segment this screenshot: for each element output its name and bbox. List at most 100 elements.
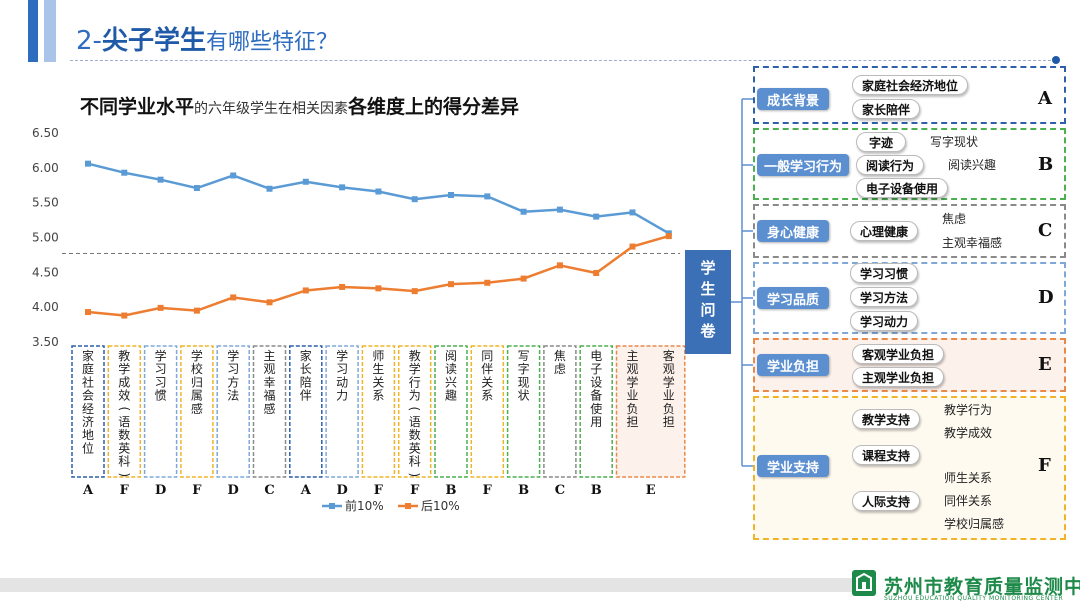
title-divider (70, 60, 1056, 61)
category-label-char: 力 (336, 389, 348, 403)
org-logo-icon (852, 570, 876, 596)
y-tick-label: 5.00 (32, 231, 59, 245)
category-label-char: 教 (118, 348, 130, 363)
category-label-char: 科 (118, 455, 130, 469)
category-label-char: 幸 (263, 375, 275, 389)
category-label-char: 习 (155, 375, 167, 389)
category-label-char: 数 (409, 427, 421, 442)
category-box (615, 345, 686, 478)
chart-title: 不同学业水平的六年级学生在相关因素各维度上的得分差异 (80, 92, 519, 119)
series-point (121, 312, 128, 319)
group-letter-label: F (120, 483, 130, 498)
main-node: 一般学习行为 (757, 154, 849, 176)
sub-node: 学习方法 (850, 287, 918, 307)
series-point (484, 279, 491, 286)
category-label-char: 关 (481, 375, 493, 389)
series-point (157, 304, 164, 311)
category-label-char: ( (117, 406, 131, 411)
category-label-char: 担 (663, 415, 675, 429)
title-accent-bar-light (44, 0, 56, 62)
category-label-char: 惯 (155, 388, 167, 403)
category-label-char: 子 (590, 362, 602, 376)
series-point (266, 299, 273, 306)
category-label-char: 关 (372, 375, 384, 389)
series-point (339, 184, 346, 191)
group-letter-label: F (483, 483, 493, 498)
category-label-char: 科 (409, 455, 421, 469)
category-label-char: 语 (409, 415, 421, 429)
series-point (339, 283, 346, 290)
category-box (71, 345, 105, 478)
category-label-char: 方 (227, 374, 239, 389)
sub-node: 学习习惯 (850, 263, 918, 283)
category-label-char: 教 (409, 348, 421, 363)
category-label-char: 习 (336, 362, 348, 376)
category-label-char: 担 (626, 415, 638, 429)
category-label-char: 习 (227, 362, 239, 376)
series-point (629, 243, 636, 250)
category-label-char: 学 (626, 374, 638, 389)
category-label-char: 观 (263, 362, 275, 376)
sub-node: 阅读行为 (856, 155, 924, 175)
category-label-char: 属 (191, 389, 203, 403)
series-point (302, 178, 309, 185)
leaf-node: 焦虑 (942, 212, 967, 226)
series-point (520, 208, 527, 215)
y-tick-label: 4.50 (32, 265, 59, 279)
series-point (85, 160, 91, 167)
category-label-char: 读 (445, 362, 457, 376)
category-label-char: 字 (518, 361, 530, 376)
category-label-char: 虑 (554, 362, 566, 376)
category-label-char: 备 (590, 389, 602, 403)
category-box (397, 345, 432, 478)
page-title-rest: 有哪些特征？ (205, 30, 338, 55)
category-label-char: 写 (518, 349, 530, 363)
chart-title-part1: 不同学业水平 (80, 96, 195, 118)
page-title-strong: 尖子学生 (101, 26, 206, 56)
series-point (302, 287, 309, 294)
category-label-char: 社 (82, 374, 94, 389)
sub-node: 课程支持 (852, 445, 920, 465)
series-point (230, 294, 237, 301)
main-node: 学习品质 (757, 287, 829, 309)
category-label-char: 主 (263, 349, 275, 363)
category-label-char: ) (408, 472, 422, 477)
category-label-char: 校 (191, 361, 203, 376)
title-divider-dot (1052, 56, 1060, 64)
category-label-char: 位 (82, 440, 94, 455)
category-box (434, 345, 468, 478)
group-letter-label: F (192, 483, 202, 498)
group-letter: B (1038, 154, 1054, 175)
category-label-char: 成 (118, 375, 130, 389)
category-box (543, 345, 577, 478)
y-tick-label: 6.50 (32, 126, 59, 140)
category-box (506, 345, 541, 478)
category-label-char: 师 (372, 349, 384, 363)
group-letter-label: B (591, 483, 602, 498)
footer-bar (0, 578, 860, 592)
category-label-char: 英 (409, 441, 421, 455)
series-point (593, 213, 600, 220)
group-letter: C (1038, 220, 1053, 241)
category-label-char: 学 (191, 348, 203, 363)
chart-title-part3: 各维度上的得分差异 (348, 96, 520, 118)
leaf-node: 同伴关系 (944, 494, 993, 508)
series-point (520, 275, 527, 282)
series-point (593, 270, 600, 277)
group-letter-label: C (264, 483, 274, 498)
series-point (193, 307, 200, 314)
category-label-char: 学 (155, 348, 167, 363)
category-label-char: 负 (663, 402, 675, 416)
series-point (556, 206, 563, 213)
category-label-char: 学 (663, 374, 675, 389)
series-point (448, 192, 454, 199)
category-label-char: 客 (663, 348, 675, 363)
sub-node: 家庭社会经济地位 (852, 75, 968, 95)
category-label-char: 观 (663, 362, 675, 376)
category-label-char: 家 (82, 348, 94, 363)
leaf-node: 主观幸福感 (942, 236, 1003, 250)
category-label-char: 法 (227, 389, 239, 403)
category-label-char: 学 (118, 361, 130, 376)
category-label-char: 观 (626, 362, 638, 376)
